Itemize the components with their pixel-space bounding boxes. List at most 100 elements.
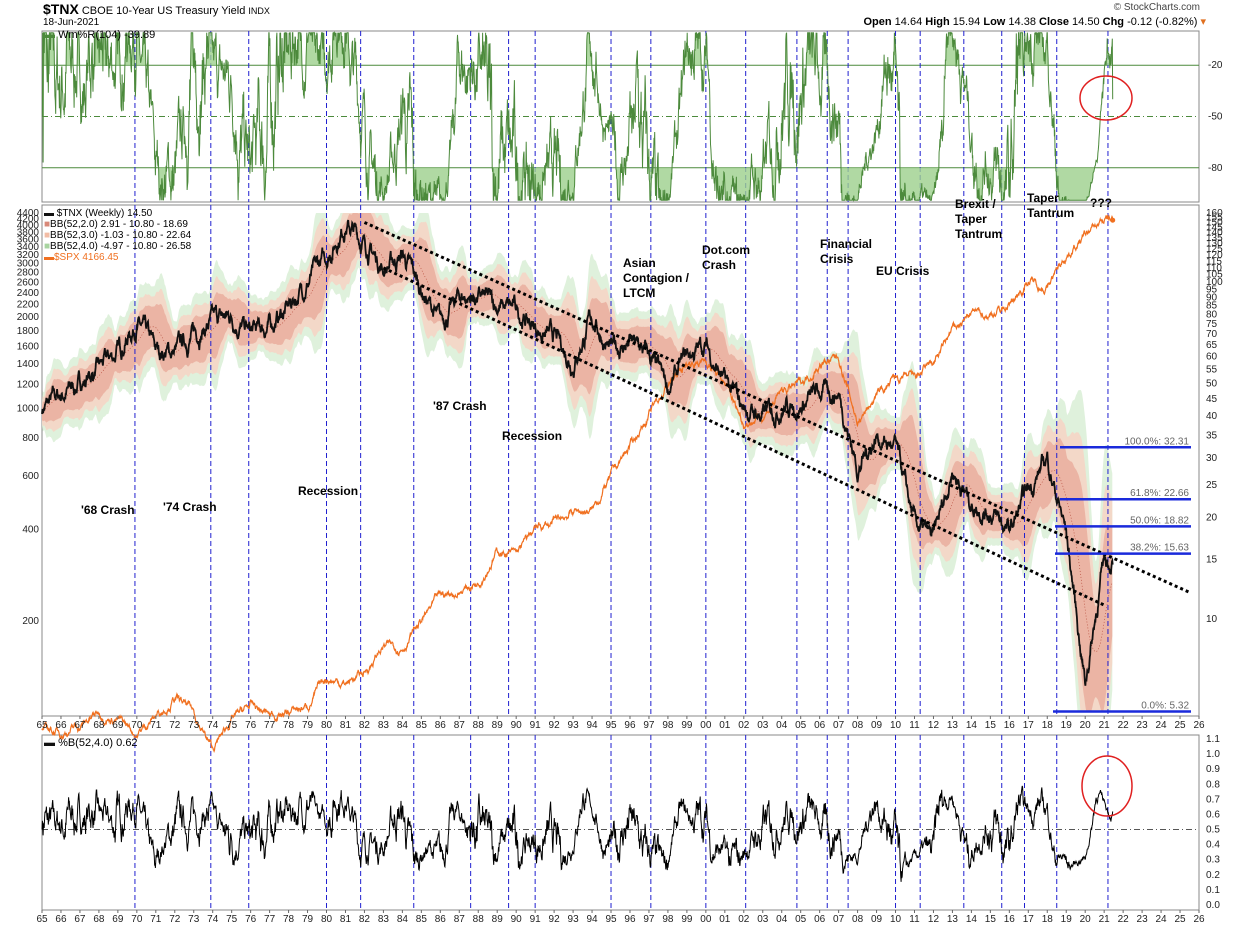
xtick-label-bot-11: 76	[245, 914, 257, 925]
left-axis-label-13: 1800	[17, 326, 40, 337]
right-axis-label-0: 160	[1206, 208, 1223, 219]
xtick-label-bot-39: 04	[776, 914, 788, 925]
right-axis-label-24: 40	[1206, 411, 1218, 422]
xtick-label-bot-45: 10	[890, 914, 902, 925]
xtick-label-main-11: 76	[245, 720, 257, 731]
right-axis-label-19: 65	[1206, 340, 1218, 351]
xtick-label-main-17: 82	[359, 720, 371, 731]
pctb-axis-label-11: 0.0	[1206, 900, 1220, 911]
right-axis-label-5: 135	[1206, 233, 1223, 244]
xtick-label-main-10: 75	[226, 720, 238, 731]
xtick-label-main-15: 80	[321, 720, 333, 731]
xtick-label-bot-22: 87	[454, 914, 466, 925]
xtick-label-main-36: 01	[719, 720, 731, 731]
right-axis-label-14: 90	[1206, 292, 1218, 303]
xtick-label-bot-44: 09	[871, 914, 883, 925]
legend-item-spx: ▬$SPX 4166.45	[44, 252, 119, 263]
pctb-title: ▬ %B(52,4.0) 0.62	[44, 737, 138, 749]
instrument-name: CBOE 10-Year US Treasury Yield	[81, 5, 246, 17]
xtick-label-main-49: 14	[966, 720, 978, 731]
pctb-swatch-icon: ▬	[44, 737, 55, 749]
annotation-brexit-taper: Brexit / Taper Tantrum	[955, 197, 1003, 241]
willr-oversold-fill	[42, 167, 1113, 201]
xtick-label-bot-43: 08	[852, 914, 864, 925]
right-axis-label-3: 145	[1206, 222, 1223, 233]
xtick-label-main-59: 24	[1156, 720, 1168, 731]
tnx-swatch-icon: ▬	[44, 208, 54, 219]
xtick-label-bot-27: 92	[549, 914, 561, 925]
xtick-label-main-41: 06	[814, 720, 826, 731]
bb2-swatch-icon: ■	[44, 219, 51, 230]
axes-layer: 4400420040003800360034003200300028002600…	[17, 60, 1223, 925]
annotation-asian-contagion: Asian Contagion / LTCM	[623, 256, 689, 300]
xtick-label-main-43: 08	[852, 720, 864, 731]
xtick-label-bot-12: 77	[264, 914, 276, 925]
xtick-label-main-33: 98	[662, 720, 674, 731]
xtick-label-bot-53: 18	[1042, 914, 1054, 925]
xtick-label-main-40: 05	[795, 720, 807, 731]
down-arrow-icon: ▾	[1200, 16, 1206, 28]
right-axis-label-6: 130	[1206, 238, 1223, 249]
high-value: 15.94	[952, 16, 981, 28]
fib-label-1: 61.8%: 22.66	[1130, 488, 1189, 499]
pctb-axis-label-1: 1.0	[1206, 749, 1220, 760]
xtick-label-main-34: 99	[681, 720, 693, 731]
right-axis-label-28: 20	[1206, 513, 1218, 524]
ohlc-readout: Open 14.64 High 15.94 Low 14.38 Close 14…	[863, 15, 1206, 28]
overlay-layer: 100.0%: 32.31 61.8%: 22.66 50.0%: 18.82 38.…	[363, 75, 1191, 817]
xtick-label-main-3: 68	[93, 720, 105, 731]
right-axis-label-22: 50	[1206, 378, 1218, 389]
xtick-label-main-38: 03	[757, 720, 769, 731]
xtick-label-bot-42: 07	[833, 914, 845, 925]
right-axis-label-27: 25	[1206, 480, 1218, 491]
event-vertical-lines	[134, 31, 1109, 910]
fib-label-0: 100.0%: 32.31	[1125, 436, 1190, 447]
right-axis-label-11: 105	[1206, 270, 1223, 281]
xtick-label-main-28: 93	[568, 720, 580, 731]
xtick-label-main-12: 77	[264, 720, 276, 731]
xtick-label-bot-0: 65	[36, 914, 48, 925]
xtick-label-main-60: 25	[1174, 720, 1186, 731]
xtick-label-bot-8: 73	[188, 914, 200, 925]
right-axis-label-23: 45	[1206, 394, 1218, 405]
xtick-label-bot-28: 93	[568, 914, 580, 925]
annotation-eu-crisis: EU Crisis	[876, 264, 930, 278]
xtick-label-main-51: 16	[1004, 720, 1016, 731]
xtick-label-main-58: 23	[1137, 720, 1149, 731]
xtick-label-main-21: 86	[435, 720, 447, 731]
xtick-label-main-16: 81	[340, 720, 352, 731]
chg-value: -0.12 (-0.82%)	[1127, 16, 1198, 28]
xtick-label-main-32: 97	[643, 720, 655, 731]
panel-frame-main	[41, 204, 1200, 717]
xtick-label-bot-58: 23	[1137, 914, 1149, 925]
chart-date: 18-Jun-2021	[43, 17, 100, 28]
pctb-axis-label-8: 0.3	[1206, 855, 1220, 866]
xtick-label-bot-6: 71	[150, 914, 162, 925]
xtick-label-main-50: 15	[985, 720, 997, 731]
left-axis-label-15: 1400	[17, 359, 40, 370]
xtick-label-bot-24: 89	[492, 914, 504, 925]
xtick-label-main-24: 89	[492, 720, 504, 731]
spx-swatch-icon: ▬	[44, 252, 54, 263]
fib-label-4: 0.0%: 5.32	[1141, 700, 1189, 711]
right-axis-label-12: 100	[1206, 277, 1223, 288]
xtick-label-bot-17: 82	[359, 914, 371, 925]
xtick-label-main-46: 11	[909, 720, 920, 731]
xtick-label-bot-13: 78	[283, 914, 295, 925]
annotation-taper-tantrum: Taper Tantrum	[1027, 191, 1075, 220]
chg-label: Chg	[1102, 16, 1125, 28]
bb3-swatch-icon: ■	[44, 230, 51, 241]
xtick-label-main-23: 88	[473, 720, 485, 731]
pctb-line	[41, 785, 1114, 882]
low-value: 14.38	[1008, 16, 1036, 28]
xtick-label-bot-52: 17	[1023, 914, 1035, 925]
annotation-74-crash: '74 Crash	[163, 500, 217, 514]
xtick-label-bot-33: 98	[662, 914, 674, 925]
xtick-label-main-5: 70	[131, 720, 143, 731]
willr-axis-label-0: -20	[1208, 60, 1223, 71]
spx-line	[41, 213, 1114, 754]
pctb-axis-label-3: 0.8	[1206, 779, 1220, 790]
annotation-recession-2: Recession	[502, 429, 563, 443]
fib-label-3: 38.2%: 15.63	[1130, 543, 1189, 554]
xtick-label-bot-14: 79	[302, 914, 314, 925]
